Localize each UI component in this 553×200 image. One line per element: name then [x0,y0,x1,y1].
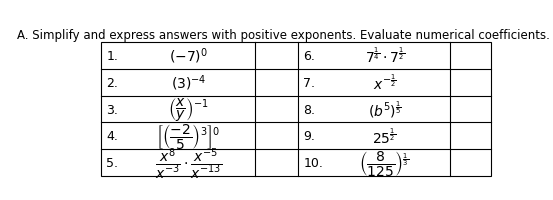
Text: $(b^{5})^{\frac{1}{5}}$: $(b^{5})^{\frac{1}{5}}$ [368,99,401,120]
Text: $\dfrac{x^{8}}{x^{-3}}\cdot\dfrac{x^{-5}}{x^{-13}}$: $\dfrac{x^{8}}{x^{-3}}\cdot\dfrac{x^{-5}… [155,145,222,181]
Text: $x^{-\frac{1}{2}}$: $x^{-\frac{1}{2}}$ [373,73,397,92]
Text: 2.: 2. [106,76,118,89]
Bar [101,42,491,176]
Text: A. Simplify and express answers with positive exponents. Evaluate numerical coef: A. Simplify and express answers with pos… [17,29,550,42]
Text: 7.: 7. [304,76,315,89]
Text: $\left[\left(\dfrac{-2}{5}\right)^{3}\right]^{0}$: $\left[\left(\dfrac{-2}{5}\right)^{3}\ri… [156,122,221,151]
Text: $\left(\dfrac{8}{125}\right)^{\frac{1}{3}}$: $\left(\dfrac{8}{125}\right)^{\frac{1}{3… [359,149,410,177]
Text: $25^{\frac{1}{2}}$: $25^{\frac{1}{2}}$ [373,127,397,146]
Text: 8.: 8. [304,103,315,116]
Text: 9.: 9. [304,130,315,143]
Text: $7^{\frac{1}{4}}\cdot 7^{\frac{1}{2}}$: $7^{\frac{1}{4}}\cdot 7^{\frac{1}{2}}$ [364,46,405,66]
Text: 1.: 1. [106,49,118,62]
Text: $(-7)^{0}$: $(-7)^{0}$ [169,46,208,66]
Text: $(3)^{-4}$: $(3)^{-4}$ [171,73,206,92]
Text: $\left(\dfrac{x}{y}\right)^{-1}$: $\left(\dfrac{x}{y}\right)^{-1}$ [168,96,209,123]
Text: 5.: 5. [106,157,118,170]
Text: 3.: 3. [106,103,118,116]
Text: 6.: 6. [304,49,315,62]
Text: 10.: 10. [304,157,324,170]
Text: 4.: 4. [106,130,118,143]
